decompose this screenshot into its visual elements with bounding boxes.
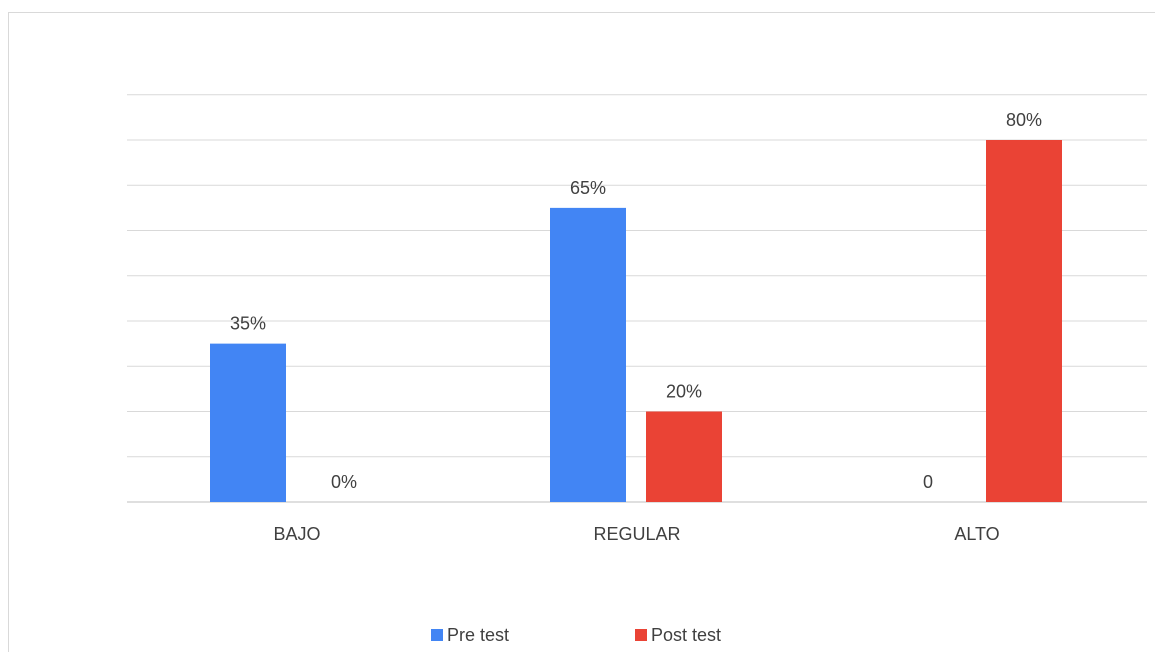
legend-label: Post test [651, 625, 721, 645]
bar-pre-test-bajo [210, 343, 286, 502]
data-label: 35% [230, 314, 266, 334]
x-axis-tick-labels: BAJO REGULAR ALTO [273, 524, 999, 544]
gridlines [127, 94, 1147, 503]
bar-pre-test-regular [550, 207, 626, 502]
x-tick-label: ALTO [954, 524, 999, 544]
bar-post-test-alto [986, 140, 1062, 502]
legend-item-pre-test: Pre test [431, 625, 509, 645]
x-tick-label: BAJO [273, 524, 320, 544]
bar-post-test-regular [646, 411, 722, 502]
bars [210, 140, 1062, 502]
data-label: 0 [923, 472, 933, 492]
data-label: 20% [666, 382, 702, 402]
data-label: 0% [331, 472, 357, 492]
x-tick-label: REGULAR [593, 524, 680, 544]
legend-label: Pre test [447, 625, 509, 645]
data-label: 65% [570, 178, 606, 198]
chart-frame [8, 12, 1155, 652]
legend-swatch [635, 629, 647, 641]
legend: Pre test Post test [431, 625, 721, 645]
data-labels: 35% 65% 0 0% 20% 80% [230, 110, 1042, 492]
legend-swatch [431, 629, 443, 641]
legend-item-post-test: Post test [635, 625, 721, 645]
data-label: 80% [1006, 110, 1042, 130]
